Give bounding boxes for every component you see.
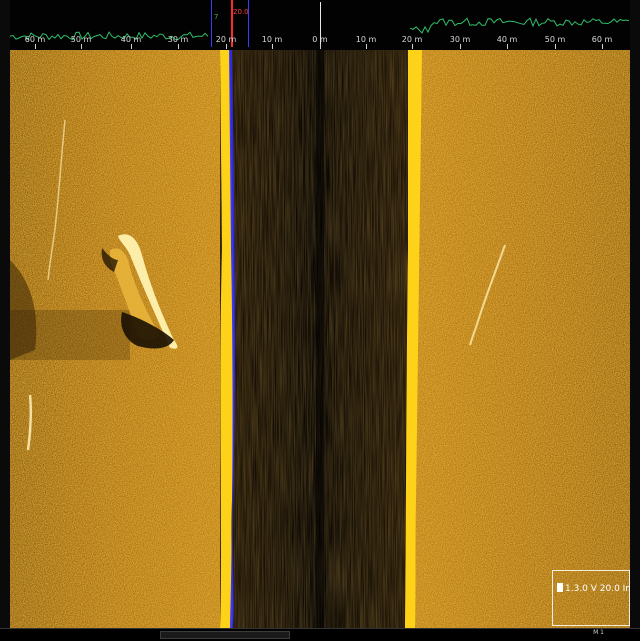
scale-tick bbox=[412, 44, 413, 49]
scale-tick bbox=[272, 44, 273, 49]
scale-tick bbox=[320, 44, 321, 49]
left-signal-trace bbox=[10, 31, 209, 41]
range-scale-bar[interactable]: 7 20.0 60 m 50 m 40 m 30 m 20 m 10 m 0 m 10 m 20… bbox=[10, 0, 630, 51]
sensor-icon bbox=[557, 583, 563, 592]
scale-tick bbox=[131, 44, 132, 49]
scale-tick bbox=[460, 44, 461, 49]
port-linear-feature bbox=[47, 119, 66, 281]
info-overlay-text: 1.3.0 V 20.0 Image bbox=[557, 583, 630, 594]
marker-range-label: 20.0 bbox=[233, 8, 249, 16]
right-signal-trace bbox=[409, 17, 630, 34]
scale-label: 10 m bbox=[355, 35, 377, 44]
scale-label: 20 m bbox=[215, 35, 237, 44]
center-nadir-line bbox=[320, 2, 321, 48]
scale-label: 50 m bbox=[544, 35, 566, 44]
signal-trace-graph bbox=[10, 17, 630, 41]
scale-label: 40 m bbox=[496, 35, 518, 44]
sonar-waterfall-canvas bbox=[10, 50, 630, 628]
scale-tick bbox=[602, 44, 603, 49]
scale-label: 60 m bbox=[24, 35, 46, 44]
info-overlay-box: 1.3.0 V 20.0 Image bbox=[552, 570, 630, 626]
horizontal-scrollbar[interactable] bbox=[160, 631, 290, 639]
scale-label: 50 m bbox=[70, 35, 92, 44]
port-bright-reflector bbox=[26, 394, 33, 451]
sidescan-sonar-image[interactable]: 1.3.0 V 20.0 Image bbox=[10, 50, 630, 628]
nadir-strip bbox=[316, 50, 324, 628]
bottom-tag-label: M 1 bbox=[593, 629, 604, 636]
scale-tick bbox=[226, 44, 227, 49]
scale-tick bbox=[507, 44, 508, 49]
scale-tick bbox=[178, 44, 179, 49]
starboard-bottom-return bbox=[405, 50, 422, 628]
scale-tick bbox=[81, 44, 82, 49]
bottom-status-bar: M 1 bbox=[0, 628, 640, 641]
scale-label: 40 m bbox=[120, 35, 142, 44]
scale-label: 60 m bbox=[591, 35, 613, 44]
range-marker-cursor[interactable] bbox=[231, 0, 233, 47]
scale-label: 30 m bbox=[449, 35, 471, 44]
port-bottom-return bbox=[220, 50, 234, 628]
range-marker-window[interactable] bbox=[211, 0, 249, 47]
starboard-linear-target bbox=[469, 244, 506, 346]
info-overlay-label: 1.3.0 V 20.0 Image bbox=[565, 584, 630, 594]
port-altitude-line bbox=[229, 50, 235, 628]
scale-tick bbox=[555, 44, 556, 49]
wreck-target[interactable] bbox=[101, 234, 178, 349]
scale-label: 10 m bbox=[261, 35, 283, 44]
marker-depth-label: 7 bbox=[214, 13, 219, 21]
scale-tick bbox=[35, 44, 36, 49]
scale-label: 30 m bbox=[167, 35, 189, 44]
scale-tick bbox=[366, 44, 367, 49]
scale-label: 20 m bbox=[401, 35, 423, 44]
scale-label: 0 m bbox=[312, 35, 328, 44]
